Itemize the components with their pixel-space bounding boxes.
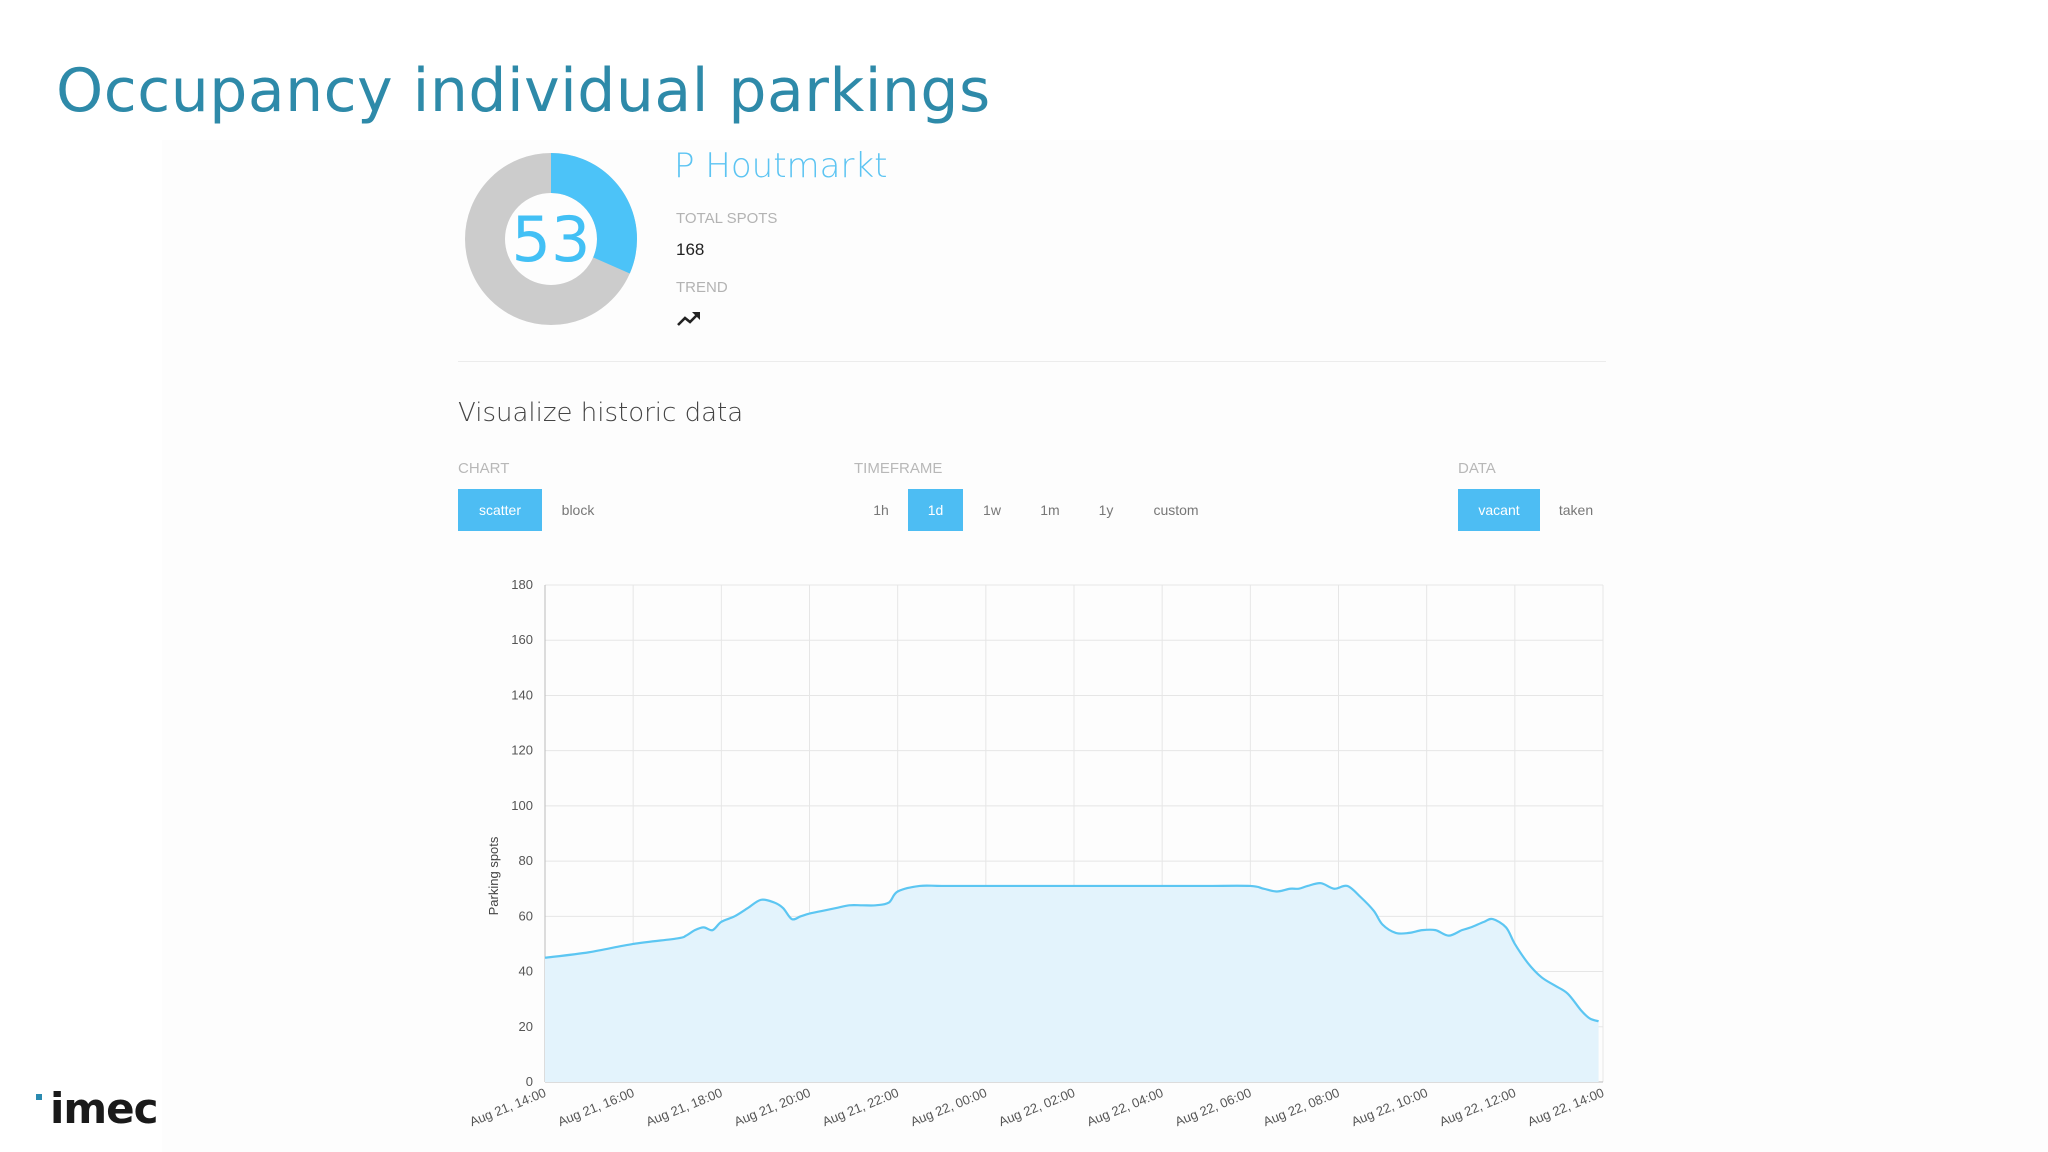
y-tick-label: 160 [511,632,533,647]
x-tick-label: Aug 21, 18:00 [644,1085,725,1129]
x-tick-label: Aug 22, 12:00 [1437,1085,1518,1129]
donut-value-arc [465,153,637,325]
logo-text: imec [50,1084,159,1133]
y-tick-label: 100 [511,798,533,813]
x-tick-label: Aug 22, 00:00 [908,1085,989,1129]
x-tick-label: Aug 22, 02:00 [996,1085,1077,1129]
x-tick-label: Aug 21, 20:00 [732,1085,813,1129]
data-type-label: DATA [1458,460,1496,477]
y-tick-label: 20 [519,1019,533,1034]
y-tick-label: 60 [519,908,533,923]
chart-type-label: CHART [458,460,510,477]
x-axis-ticks: Aug 21, 14:00 Aug 21, 16:00 Aug 21, 18:00 A… [467,1085,1606,1129]
chart-block-button[interactable]: block [561,502,595,518]
timeframe-custom-button[interactable]: custom [1153,502,1199,518]
chart-area [544,882,1599,1082]
y-axis-label: Parking spots [486,836,501,915]
y-tick-label: 140 [511,687,533,702]
x-tick-label: Aug 22, 06:00 [1173,1085,1254,1129]
historic-section-title: Visualize historic data [458,398,744,428]
data-vacant-button[interactable]: vacant [1458,489,1540,531]
series-line-vacant [544,882,1599,1023]
timeframe-label: TIMEFRAME [854,460,943,477]
timeframe-1y-button[interactable]: 1y [1098,502,1114,518]
x-tick-label: Aug 21, 22:00 [820,1085,901,1129]
timeframe-1d-button[interactable]: 1d [908,489,963,531]
parking-name: P Houtmarkt [674,146,888,186]
x-tick-label: Aug 22, 08:00 [1261,1085,1342,1129]
total-spots-value: 168 [676,240,705,259]
timeframe-1m-button[interactable]: 1m [1040,502,1060,518]
x-tick-label: Aug 22, 10:00 [1349,1085,1430,1129]
data-taken-button[interactable]: taken [1558,502,1594,518]
trend-label: TREND [676,279,728,296]
y-tick-label: 120 [511,743,533,758]
slide-title: Occupancy individual parkings [56,56,991,126]
timeframe-1h-button[interactable]: 1h [873,502,889,518]
timeframe-1w-button[interactable]: 1w [983,502,1001,518]
total-spots-label: TOTAL SPOTS [676,210,778,227]
trending-up-icon [677,312,700,326]
y-tick-label: 180 [511,577,533,592]
occupancy-donut [465,153,637,325]
imec-logo: imec [36,1084,176,1140]
y-tick-label: 80 [519,853,533,868]
chart-scatter-button[interactable]: scatter [458,489,542,531]
x-tick-label: Aug 21, 14:00 [467,1085,548,1129]
y-tick-label: 40 [519,964,533,979]
section-divider [458,361,1606,362]
donut-center-value: 53 [511,202,591,276]
logo-dot [36,1094,42,1100]
series-area-fill [545,883,1599,1082]
x-tick-label: Aug 21, 16:00 [556,1085,637,1129]
y-axis-ticks: 0 20 40 60 80 100 120 140 160 180 [511,577,533,1089]
x-tick-label: Aug 22, 14:00 [1525,1085,1606,1129]
x-tick-label: Aug 22, 04:00 [1085,1085,1166,1129]
y-tick-label: 0 [526,1074,533,1089]
